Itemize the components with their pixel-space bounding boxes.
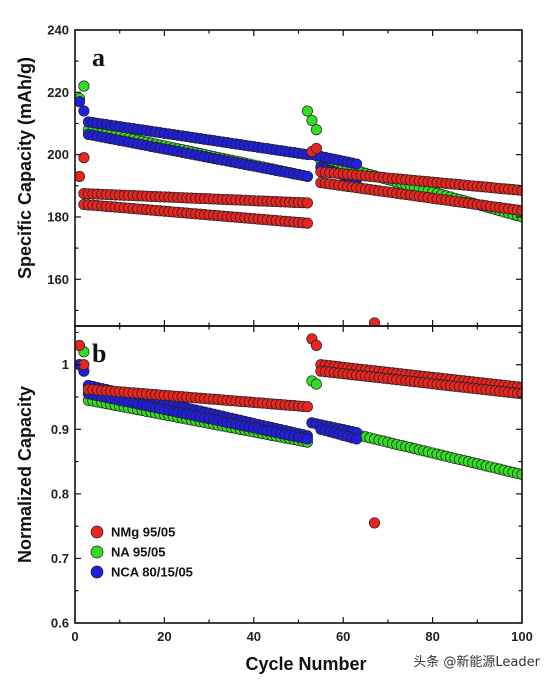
- x-tick-label: 100: [511, 629, 533, 644]
- panel-label-b: b: [92, 339, 106, 368]
- panel-b-markers: [75, 333, 522, 529]
- series-nca: [75, 359, 363, 445]
- legend-marker: [90, 545, 104, 559]
- legend-label: NMg 95/05: [111, 525, 175, 540]
- data-point: [301, 170, 313, 182]
- y-tick-label: 0.6: [51, 616, 69, 631]
- legend-label: NA 95/05: [111, 545, 165, 560]
- data-point: [78, 80, 90, 92]
- data-point: [310, 339, 322, 351]
- data-point: [368, 317, 381, 326]
- y-tick-label: 0.9: [51, 422, 69, 437]
- x-tick-label: 80: [425, 629, 439, 644]
- x-tick-label: 20: [157, 629, 171, 644]
- data-point: [351, 158, 363, 170]
- y-tick-label: 1: [62, 357, 69, 372]
- data-point: [301, 433, 313, 445]
- legend-marker: [90, 565, 104, 579]
- y-tick-label: 180: [47, 209, 69, 224]
- legend-label: NCA 80/15/05: [111, 565, 193, 580]
- data-point: [310, 378, 322, 390]
- y-tick-label: 0.7: [51, 551, 69, 566]
- legend: NMg 95/05 NA 95/05 NCA 80/15/05: [90, 525, 193, 580]
- y-tick-label: 220: [47, 85, 69, 100]
- legend-marker: [90, 525, 104, 539]
- y-axis-title-b: Normalized Capacity: [15, 386, 35, 563]
- series-na: [75, 346, 522, 481]
- series-nmg: [75, 333, 522, 529]
- series-nmg: [75, 142, 522, 326]
- data-point: [75, 96, 86, 108]
- data-point: [78, 152, 90, 164]
- data-point: [301, 401, 313, 413]
- x-tick-label: 60: [336, 629, 350, 644]
- data-point: [310, 142, 322, 154]
- x-axis-title: Cycle Number: [245, 654, 366, 674]
- data-point: [301, 197, 313, 209]
- data-point: [310, 124, 322, 136]
- panel-a-markers: [75, 80, 522, 326]
- x-tick-label: 0: [71, 629, 78, 644]
- series-nca: [75, 96, 363, 186]
- y-tick-label: 200: [47, 147, 69, 162]
- y-tick-label: 240: [47, 23, 69, 38]
- data-point: [78, 105, 90, 117]
- data-point: [75, 339, 86, 351]
- watermark-text: 头条 @新能源Leader: [413, 654, 540, 670]
- panel-b: 0.6 0.7 0.8 0.9 1 b Normalized Capacity 0 20 40 60…: [15, 325, 533, 644]
- data-point: [75, 170, 86, 182]
- data-point: [351, 433, 363, 445]
- y-tick-label: 0.8: [51, 486, 69, 501]
- x-tick-label: 40: [247, 629, 261, 644]
- y-tick-label: 160: [47, 272, 69, 287]
- data-point: [301, 105, 313, 117]
- data-point: [306, 114, 318, 126]
- data-point: [301, 217, 313, 229]
- panel-a: 160 180 200 220 240 a Specific Capacity (mAh/g…: [15, 23, 523, 327]
- panel-label-a: a: [92, 43, 105, 72]
- y-axis-title-a: Specific Capacity (mAh/g): [15, 57, 35, 279]
- data-point: [368, 517, 381, 529]
